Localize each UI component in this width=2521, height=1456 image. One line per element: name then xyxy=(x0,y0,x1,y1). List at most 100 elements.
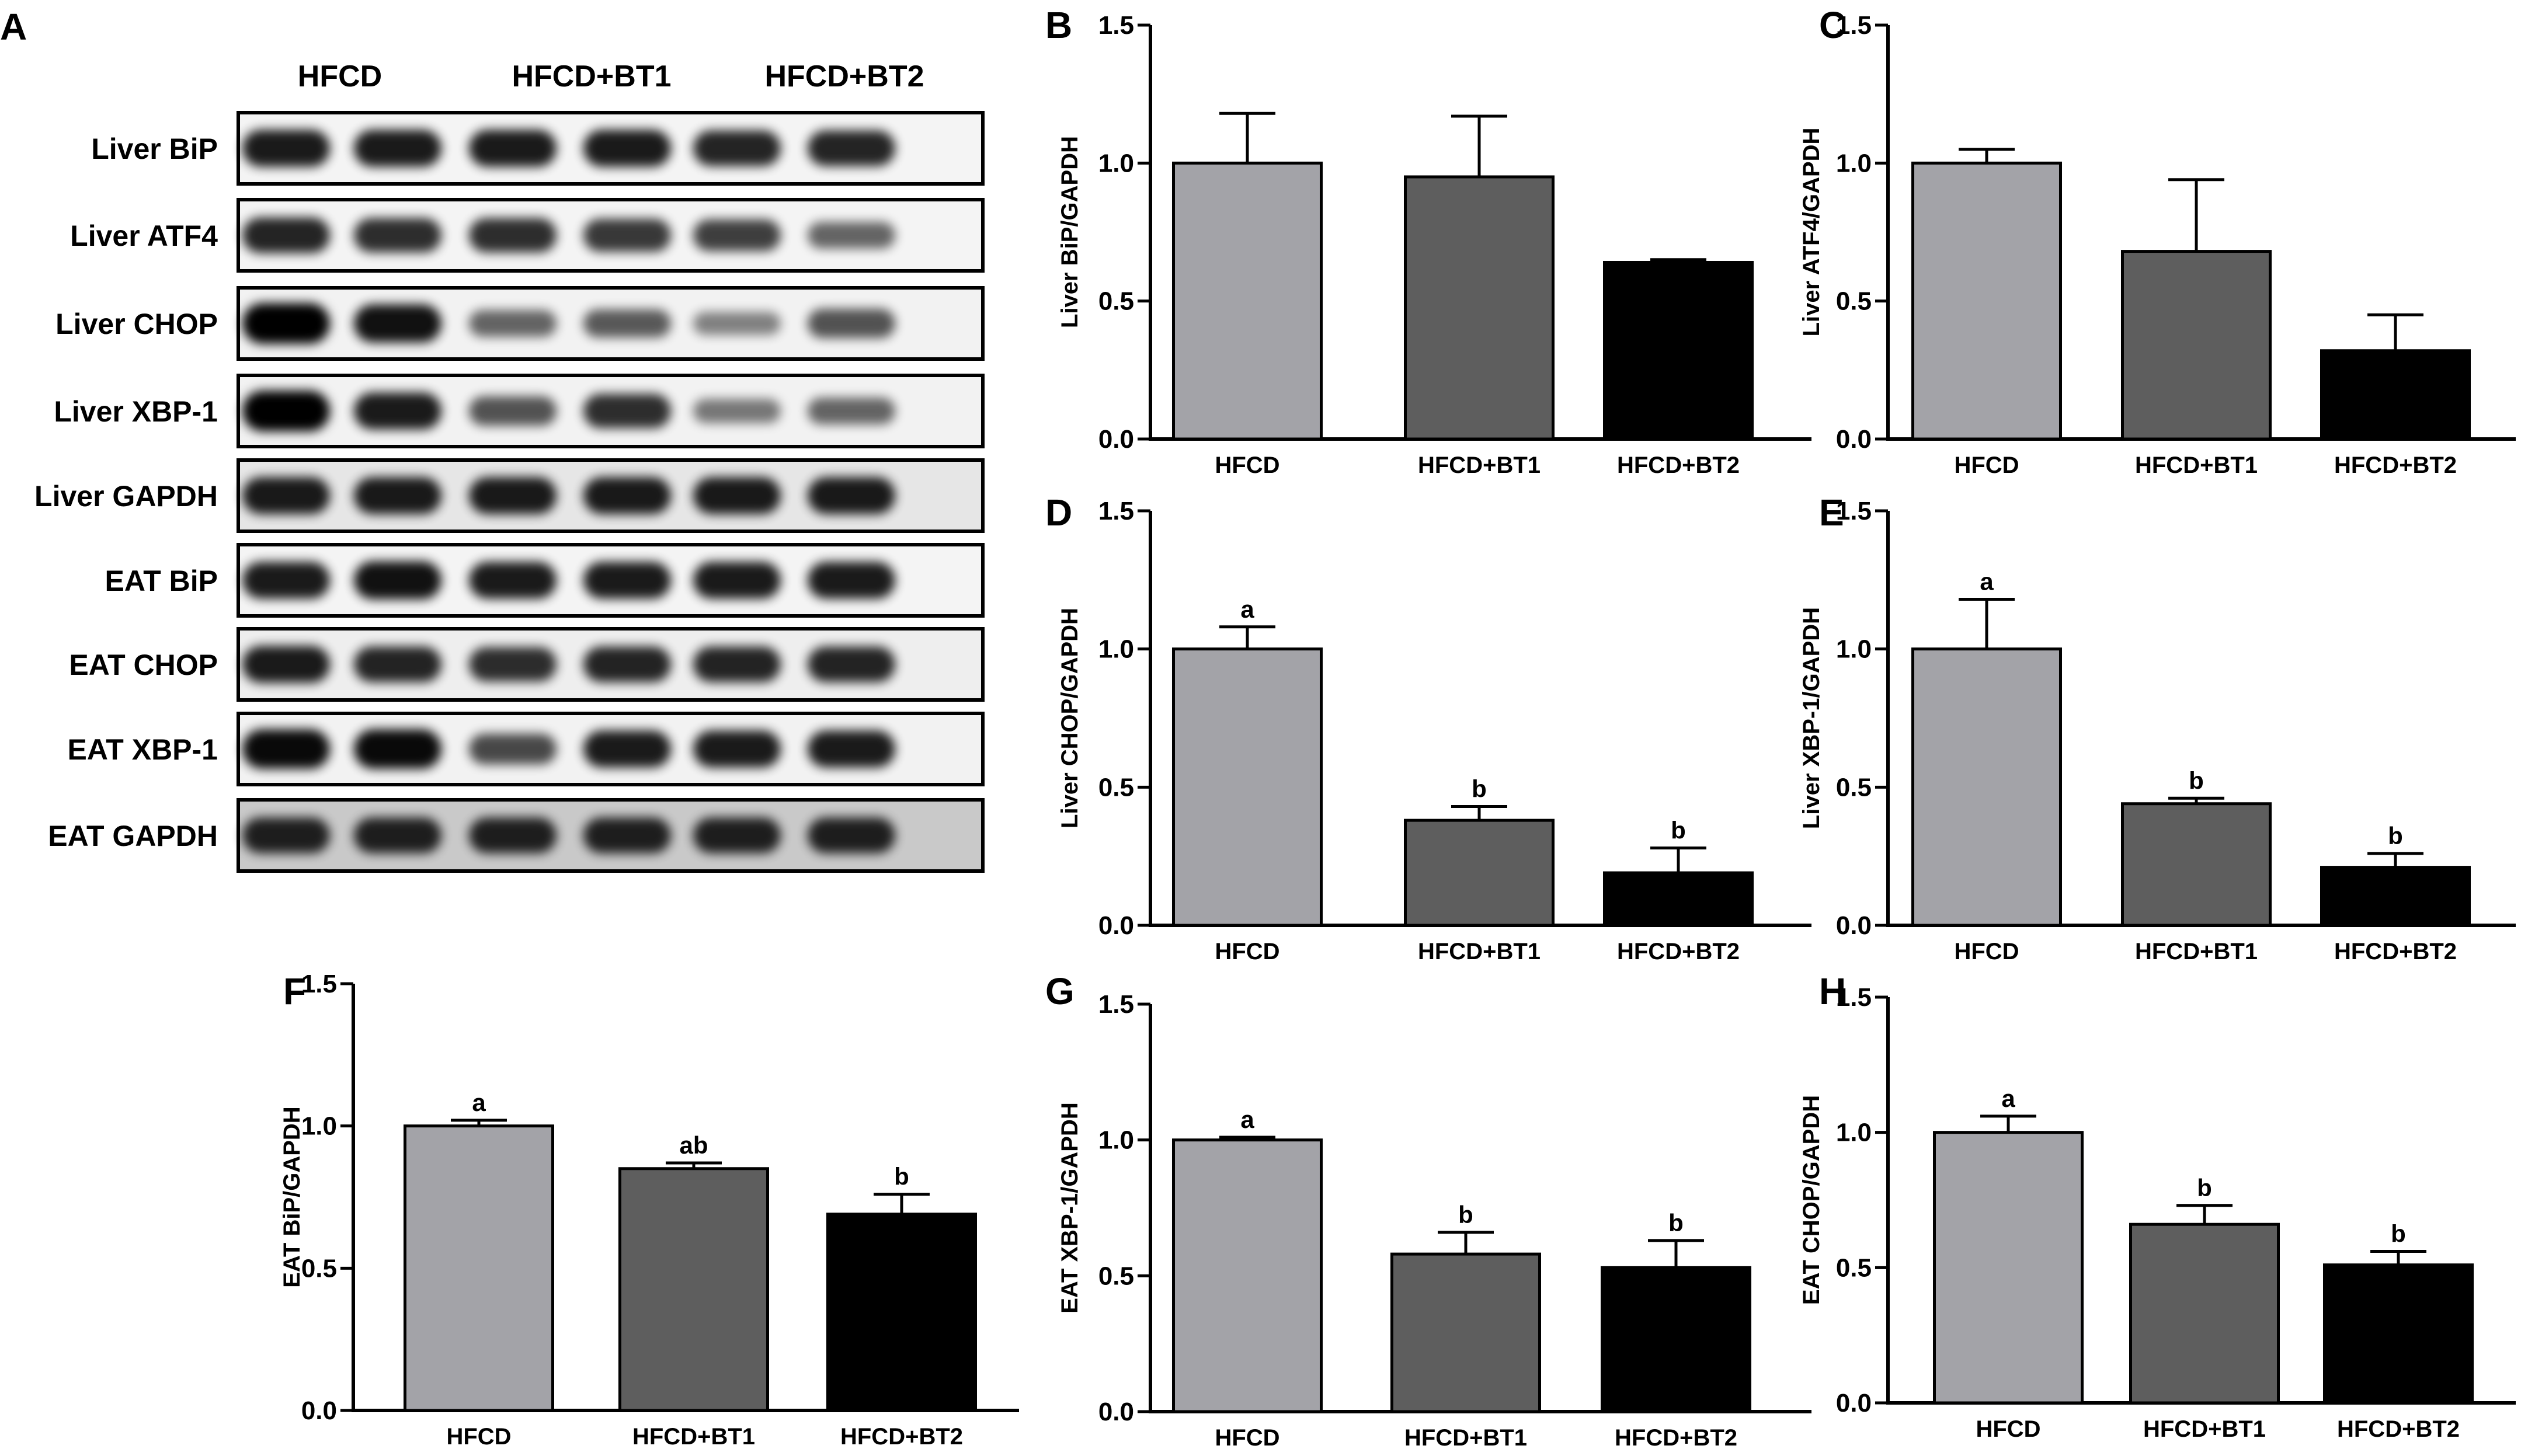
y-tick-label: 1.5 xyxy=(1098,497,1134,525)
blot-band xyxy=(354,646,441,682)
blot-band xyxy=(242,729,330,769)
blot-row-liver-xbp-1: Liver XBP-1 xyxy=(54,374,985,448)
x-tick-label: HFCD xyxy=(1215,939,1279,964)
blot-row-label: Liver ATF4 xyxy=(70,220,218,252)
x-tick-label: HFCD+BT2 xyxy=(2334,452,2457,478)
blot-band xyxy=(693,646,781,682)
chart-g: G 0.0 0.5 1.0 1.5 EAT XBP-1/GAPDH a HFCD b HFCD+B… xyxy=(1045,970,1811,1451)
blot-band xyxy=(242,817,330,854)
panel-letter: B xyxy=(1045,4,1072,46)
panel-letter: F xyxy=(283,970,306,1012)
significance-letter: a xyxy=(472,1089,486,1116)
chart-f: F 0.0 0.5 1.0 1.5 EAT BiP/GAPDH a HFCD ab HFCD+BT… xyxy=(279,970,1019,1450)
y-tick-label: 1.0 xyxy=(1098,1126,1134,1155)
blot-row-label: EAT XBP-1 xyxy=(68,733,218,766)
y-tick-label: 0.0 xyxy=(1098,425,1134,454)
blot-band xyxy=(469,562,557,599)
blot-band xyxy=(808,817,895,854)
bar-hfcd-bt2 xyxy=(1601,1266,1751,1413)
blot-row-label: Liver BiP xyxy=(91,133,218,165)
blot-band xyxy=(808,398,895,424)
y-tick-label: 1.0 xyxy=(1836,149,1872,177)
significance-letter: a xyxy=(1980,567,1994,595)
blot-band xyxy=(693,730,781,768)
x-tick-label: HFCD xyxy=(1976,1416,2040,1442)
blot-band xyxy=(469,130,557,167)
blot-band xyxy=(583,817,671,854)
y-tick-label: 1.0 xyxy=(1098,635,1134,664)
significance-letter: b xyxy=(1472,775,1487,802)
x-tick-label: HFCD+BT2 xyxy=(2337,1416,2460,1442)
significance-letter: b xyxy=(894,1163,909,1190)
blot-band xyxy=(242,646,330,683)
chart-d: D 0.0 0.5 1.0 1.5 Liver CHOP/GAPDH a HFCD b HFCD+… xyxy=(1045,492,1811,964)
x-tick-label: HFCD+BT1 xyxy=(1418,452,1541,478)
y-tick-label: 1.5 xyxy=(301,970,337,998)
bar-hfcd xyxy=(1933,1131,2084,1405)
significance-letter: b xyxy=(2197,1174,2212,1201)
y-tick-label: 1.5 xyxy=(1836,983,1872,1012)
panel-letter: D xyxy=(1045,492,1072,534)
y-axis-label: Liver BiP/GAPDH xyxy=(1057,136,1083,328)
blot-band xyxy=(693,477,781,514)
chart-e: E 0.0 0.5 1.0 1.5 Liver XBP-1/GAPDH a HFCD b HFCD… xyxy=(1799,492,2516,964)
significance-letter: ab xyxy=(679,1131,708,1159)
x-tick-label: HFCD+BT1 xyxy=(1404,1425,1527,1451)
x-tick-label: HFCD+BT2 xyxy=(1615,1425,1737,1451)
y-tick-label: 0.5 xyxy=(1836,287,1872,316)
blot-band xyxy=(469,817,557,854)
y-tick-label: 0.0 xyxy=(301,1396,337,1425)
blot-band xyxy=(693,219,781,252)
blot-row-liver-gapdh: Liver GAPDH xyxy=(34,458,985,533)
blot-band xyxy=(583,646,671,682)
blot-band xyxy=(808,130,895,166)
bar-hfcd-bt1 xyxy=(618,1167,769,1412)
bar-hfcd-bt1 xyxy=(2121,250,2272,441)
significance-letter: a xyxy=(1240,595,1254,623)
blot-row-eat-gapdh: EAT GAPDH xyxy=(48,798,985,873)
bar-hfcd-bt2 xyxy=(1603,260,1754,441)
lane-label-hfcd: HFCD xyxy=(298,60,382,93)
y-tick-label: 0.5 xyxy=(1836,1253,1872,1282)
blot-band xyxy=(469,477,557,514)
bar-hfcd-bt2 xyxy=(1603,871,1754,927)
blot-band xyxy=(583,309,671,337)
blot-band xyxy=(808,308,895,339)
blot-row-liver-chop: Liver CHOP xyxy=(55,286,985,361)
panel-letter-a: A xyxy=(0,6,27,48)
chart-c: C 0.0 0.5 1.0 1.5 Liver ATF4/GAPDH HFCD HFCD+BT… xyxy=(1799,4,2516,478)
y-axis-label: Liver XBP-1/GAPDH xyxy=(1799,607,1824,829)
blot-row-label: Liver CHOP xyxy=(55,308,218,340)
blot-band xyxy=(354,729,441,769)
bar-hfcd xyxy=(1911,647,2062,927)
blot-row-label: Liver XBP-1 xyxy=(54,395,218,428)
bar-hfcd-bt2 xyxy=(2320,866,2471,927)
x-tick-label: HFCD+BT1 xyxy=(2135,452,2258,478)
x-tick-label: HFCD+BT2 xyxy=(840,1424,963,1450)
blot-band xyxy=(583,130,671,167)
significance-letter: b xyxy=(2189,767,2204,794)
blot-band xyxy=(693,312,781,335)
y-axis-label: EAT BiP/GAPDH xyxy=(279,1106,305,1287)
blot-band xyxy=(354,477,441,514)
lane-label-hfcd-bt1: HFCD+BT1 xyxy=(512,60,671,93)
blot-band xyxy=(583,562,671,599)
significance-letter: b xyxy=(1671,816,1686,844)
x-tick-label: HFCD+BT2 xyxy=(2334,939,2457,964)
y-tick-label: 1.0 xyxy=(1836,635,1872,664)
x-tick-label: HFCD+BT2 xyxy=(1617,939,1740,964)
x-tick-label: HFCD xyxy=(1215,1425,1279,1451)
y-tick-label: 0.5 xyxy=(301,1254,337,1283)
panel-letter: G xyxy=(1045,970,1075,1012)
y-tick-label: 0.0 xyxy=(1836,911,1872,940)
bar-hfcd xyxy=(404,1124,554,1412)
blot-band xyxy=(242,477,330,514)
y-tick-label: 1.5 xyxy=(1836,11,1872,40)
blot-band xyxy=(693,399,781,423)
western-blot-panel: A HFCD HFCD+BT1 HFCD+BT2 Liver BiP Liver … xyxy=(0,6,985,873)
y-axis-label: EAT CHOP/GAPDH xyxy=(1799,1095,1824,1305)
blot-band xyxy=(583,730,671,768)
chart-b: B 0.0 0.5 1.0 1.5 Liver BiP/GAPDH HFCD HFCD+BT1… xyxy=(1045,4,1811,478)
blot-row-label: EAT BiP xyxy=(105,565,218,597)
